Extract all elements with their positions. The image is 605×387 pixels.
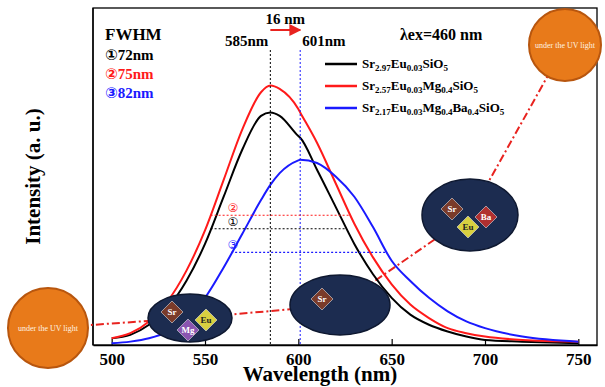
fwhm-tag: ② [228, 201, 239, 215]
x-tick-mark [298, 339, 299, 345]
text-run: 5 [500, 107, 505, 117]
fwhm-line [231, 252, 386, 253]
crystal-inset: Sr Ba Eu [422, 179, 518, 251]
fwhm-label: ②75nm [105, 66, 154, 82]
legend: Sr2.97Eu0.03SiO5Sr2.57Eu0.03Mg0.4SiO5Sr2… [325, 56, 505, 117]
text-run: Mg [422, 100, 441, 115]
legend-label: Sr2.17Eu0.03Mg0.4Ba0.4SiO5 [362, 100, 505, 117]
text-run: SiO [452, 78, 473, 93]
fwhm-label: ③82nm [105, 85, 154, 101]
x-tick-mark [578, 339, 579, 345]
text-run: Ba [452, 100, 468, 115]
crystal-inset: Sr Eu Mg [148, 294, 232, 342]
polyhedron [177, 319, 199, 341]
crystal-background [148, 294, 232, 342]
text-run: Eu [391, 56, 407, 71]
text-run: 5 [473, 85, 478, 95]
uv-sample [8, 288, 88, 368]
text-run: 2.17 [375, 107, 391, 117]
text-run: 2.57 [375, 85, 391, 95]
crystal-inset: Sr [290, 275, 390, 335]
fwhm-label: ①72nm [105, 47, 154, 63]
text-run: 5 [443, 63, 448, 73]
text-run: Eu [391, 100, 407, 115]
text-run: 0.03 [407, 107, 423, 117]
text-run: 0.4 [468, 107, 480, 117]
x-tick-mark [392, 339, 393, 345]
atom-label: Sr [168, 307, 177, 317]
crystal-background [290, 275, 390, 335]
legend-label: Sr2.97Eu0.03SiO5 [362, 56, 448, 73]
atom-label: Sr [318, 294, 327, 304]
fwhm-title: FWHM [105, 25, 162, 44]
spectrum-line [112, 86, 579, 342]
text-run: Sr [362, 78, 375, 93]
peak-label: 601nm [302, 33, 346, 49]
polyhedron [161, 301, 183, 323]
text-run: Sr [362, 100, 375, 115]
shift-label: 16 nm [265, 11, 305, 27]
text-run: 0.03 [407, 63, 423, 73]
text-run: 0.4 [441, 85, 453, 95]
text-run: 0.03 [407, 85, 423, 95]
y-axis-title: Intensity (a. u.) [21, 108, 45, 245]
atom-label: Eu [200, 315, 211, 325]
text-run: Sr [362, 56, 375, 71]
atom-label: Ba [481, 212, 492, 222]
plot-frame [93, 8, 597, 345]
spectrum-line [112, 112, 579, 343]
spectrum-line [112, 160, 579, 344]
shift-arrow [270, 29, 300, 31]
uv-sample [529, 9, 601, 81]
text-run: Eu [391, 78, 407, 93]
x-tick: 550 [193, 339, 219, 369]
text-run: 0.4 [441, 107, 453, 117]
x-tick-label: 700 [473, 350, 499, 369]
x-axis-line [94, 345, 598, 346]
atom-label: Sr [448, 204, 457, 214]
y-axis-line [92, 8, 93, 345]
peak-label: 585nm [225, 33, 269, 49]
x-tick: 700 [473, 339, 499, 369]
excitation-label: λex=460 nm [400, 26, 483, 43]
uv-label: under the UV light [18, 324, 79, 333]
atom-label: Mg [182, 325, 195, 335]
text-run: SiO [422, 56, 443, 71]
x-tick-label: 550 [193, 350, 219, 369]
x-tick-label: 500 [99, 350, 125, 369]
uv-label: under the UV light [535, 41, 596, 50]
legend-label: Sr2.57Eu0.03Mg0.4SiO5 [362, 78, 478, 95]
polyhedron [195, 309, 217, 331]
peak-line [270, 50, 271, 345]
x-axis-title: Wavelength (nm) [243, 362, 398, 386]
polyhedron [441, 198, 463, 220]
legend-swatch [325, 107, 357, 110]
polyhedron [311, 288, 333, 310]
text-run: Mg [422, 78, 441, 93]
legend-swatch [325, 85, 357, 88]
text-run: SiO [479, 100, 500, 115]
atom-label: Eu [462, 222, 473, 232]
fwhm-tag: ③ [228, 238, 239, 252]
text-run: 2.97 [375, 63, 391, 73]
legend-swatch [325, 63, 357, 66]
polyhedron [457, 216, 479, 238]
fwhm-tag: ① [228, 215, 239, 229]
chart-root: 500550600650700750Wavelength (nm)Intensi… [0, 0, 605, 387]
crystal-background [422, 179, 518, 251]
plot-area [112, 50, 579, 345]
x-tick-label: 750 [566, 350, 592, 369]
chart-svg: 500550600650700750Wavelength (nm)Intensi… [0, 0, 605, 387]
polyhedron [475, 206, 497, 228]
